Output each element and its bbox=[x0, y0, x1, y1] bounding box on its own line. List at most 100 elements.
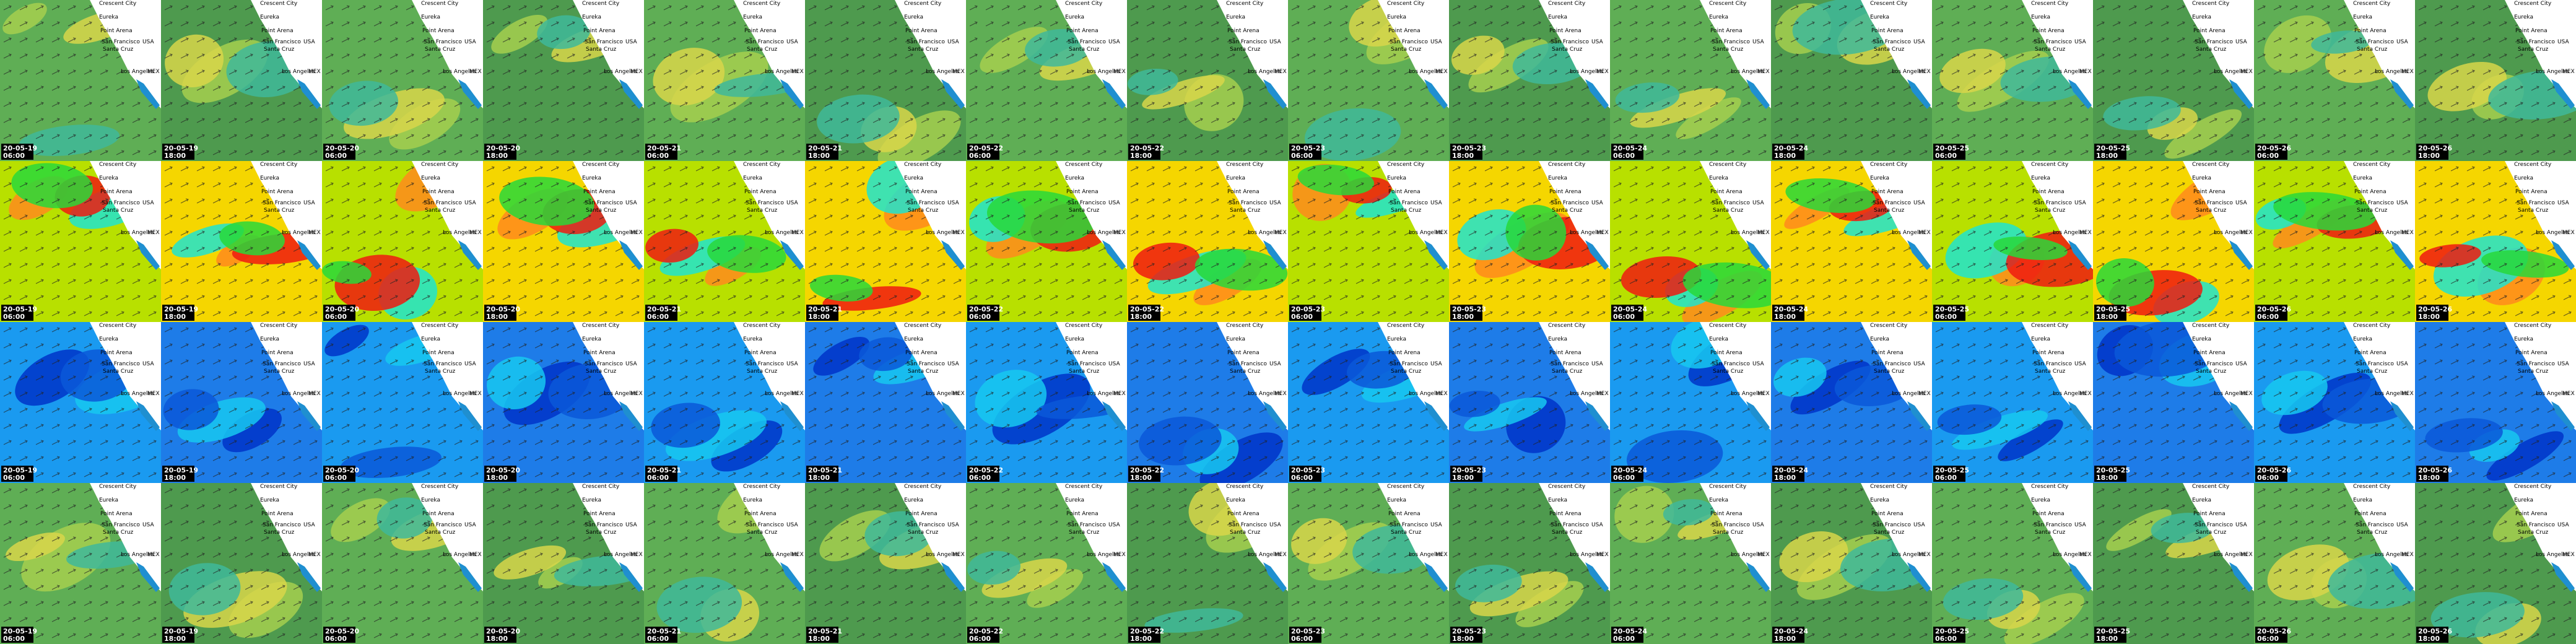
map-tile: Crescent City Eureka Point Arena San Franci… bbox=[2415, 161, 2576, 322]
place-label: MEX bbox=[1918, 230, 1931, 236]
place-label: San Francisco bbox=[1551, 361, 1589, 367]
land bbox=[2505, 161, 2576, 269]
gulf bbox=[1424, 79, 1448, 109]
land bbox=[1217, 0, 1288, 108]
map-tile: Crescent City Eureka Point Arena San Franci… bbox=[1288, 161, 1449, 322]
place-label: USA bbox=[947, 361, 959, 367]
place-label: Eureka bbox=[260, 336, 279, 342]
gulf bbox=[1102, 562, 1126, 592]
date-label: 20-05-19 bbox=[3, 466, 37, 474]
land bbox=[251, 0, 322, 108]
map-tile: Crescent City Eureka Point Arena San Franci… bbox=[0, 0, 161, 161]
place-label: Los Angeles bbox=[926, 552, 959, 558]
map-tile: Crescent City Eureka Point Arena San Franci… bbox=[322, 0, 483, 161]
time-label: 18:00 bbox=[1452, 474, 1474, 482]
gulf bbox=[2068, 240, 2092, 270]
place-label: Eureka bbox=[1387, 175, 1406, 181]
place-label: USA bbox=[2235, 200, 2247, 206]
date-box bbox=[645, 466, 677, 482]
place-label: USA bbox=[2074, 522, 2086, 528]
date-box bbox=[806, 466, 838, 482]
date-label: 20-05-20 bbox=[486, 144, 520, 152]
place-label: Eureka bbox=[743, 14, 762, 20]
place-label: Los Angeles bbox=[1892, 69, 1925, 75]
place-label: USA bbox=[1430, 522, 1442, 528]
place-label: Los Angeles bbox=[121, 552, 154, 558]
time-label: 18:00 bbox=[1774, 474, 1796, 482]
place-label: San Francisco bbox=[102, 200, 140, 206]
land bbox=[573, 483, 644, 591]
date-box bbox=[1611, 144, 1643, 160]
date-box bbox=[1, 305, 33, 321]
time-label: 06:00 bbox=[1613, 474, 1635, 482]
land bbox=[1056, 0, 1127, 108]
place-label: Point Arena bbox=[100, 189, 133, 195]
time-label: 18:00 bbox=[1130, 474, 1152, 482]
place-label: Santa Cruz bbox=[1069, 207, 1100, 214]
time-label: 18:00 bbox=[1130, 635, 1152, 643]
map-tile: Crescent City Eureka Point Arena San Franci… bbox=[2415, 322, 2576, 483]
map-tile: Crescent City Eureka Point Arena San Franci… bbox=[966, 161, 1127, 322]
place-label: Los Angeles bbox=[1087, 552, 1120, 558]
map-tile: Crescent City Eureka Point Arena San Franci… bbox=[805, 483, 966, 644]
place-label: Santa Cruz bbox=[747, 529, 778, 536]
time-label: 06:00 bbox=[3, 152, 25, 160]
date-label: 20-05-26 bbox=[2418, 466, 2452, 474]
place-label: USA bbox=[1913, 200, 1925, 206]
place-label: USA bbox=[2396, 39, 2408, 45]
place-label: USA bbox=[1913, 522, 1925, 528]
place-label: Los Angeles bbox=[604, 230, 637, 236]
place-label: San Francisco bbox=[2034, 200, 2072, 206]
place-label: Los Angeles bbox=[2053, 69, 2086, 75]
place-label: USA bbox=[1269, 361, 1281, 367]
land bbox=[90, 322, 161, 430]
land bbox=[573, 161, 644, 269]
date-box bbox=[162, 144, 194, 160]
place-label: Point Arena bbox=[1710, 28, 1743, 34]
place-label: MEX bbox=[1757, 552, 1770, 558]
land bbox=[1700, 483, 1771, 591]
place-label: USA bbox=[2557, 522, 2569, 528]
place-label: Point Arena bbox=[422, 28, 455, 34]
place-label: Crescent City bbox=[2031, 484, 2069, 490]
land bbox=[1700, 161, 1771, 269]
place-label: Santa Cruz bbox=[2518, 207, 2549, 214]
place-label: Crescent City bbox=[1548, 484, 1586, 490]
place-label: Eureka bbox=[2031, 14, 2050, 20]
place-label: MEX bbox=[1757, 391, 1770, 397]
place-label: MEX bbox=[952, 391, 965, 397]
land bbox=[1861, 0, 1932, 108]
place-label: Santa Cruz bbox=[747, 207, 778, 214]
time-label: 06:00 bbox=[1291, 635, 1313, 643]
place-label: Crescent City bbox=[421, 1, 459, 7]
place-label: MEX bbox=[2079, 391, 2092, 397]
gulf bbox=[619, 240, 643, 270]
time-label: 06:00 bbox=[1935, 152, 1957, 160]
gulf bbox=[1585, 401, 1609, 431]
map-tile: Crescent City Eureka Point Arena San Franci… bbox=[2254, 322, 2415, 483]
place-label: Point Arena bbox=[2032, 189, 2065, 195]
date-label: 20-05-26 bbox=[2257, 305, 2291, 313]
map-tile: Crescent City Eureka Point Arena San Franci… bbox=[805, 322, 966, 483]
place-label: Santa Cruz bbox=[1552, 368, 1583, 375]
place-label: USA bbox=[1591, 522, 1603, 528]
place-label: USA bbox=[142, 39, 154, 45]
date-label: 20-05-21 bbox=[647, 627, 681, 635]
place-label: Santa Cruz bbox=[2357, 46, 2388, 53]
place-label: Point Arena bbox=[1227, 350, 1260, 356]
time-label: 06:00 bbox=[1291, 474, 1313, 482]
time-label: 18:00 bbox=[486, 313, 508, 321]
time-label: 18:00 bbox=[2096, 474, 2118, 482]
place-label: Eureka bbox=[2192, 175, 2211, 181]
gulf bbox=[619, 562, 643, 592]
place-label: Eureka bbox=[1709, 14, 1728, 20]
date-box bbox=[967, 144, 999, 160]
place-label: Santa Cruz bbox=[425, 529, 456, 536]
place-label: San Francisco bbox=[1712, 361, 1750, 367]
map-tile: Crescent City Eureka Point Arena San Franci… bbox=[2254, 161, 2415, 322]
gulf bbox=[1424, 562, 1448, 592]
map-tile: Crescent City Eureka Point Arena San Franci… bbox=[1771, 161, 1932, 322]
land bbox=[1861, 483, 1932, 591]
place-label: San Francisco bbox=[1068, 361, 1106, 367]
place-label: Santa Cruz bbox=[586, 207, 617, 214]
